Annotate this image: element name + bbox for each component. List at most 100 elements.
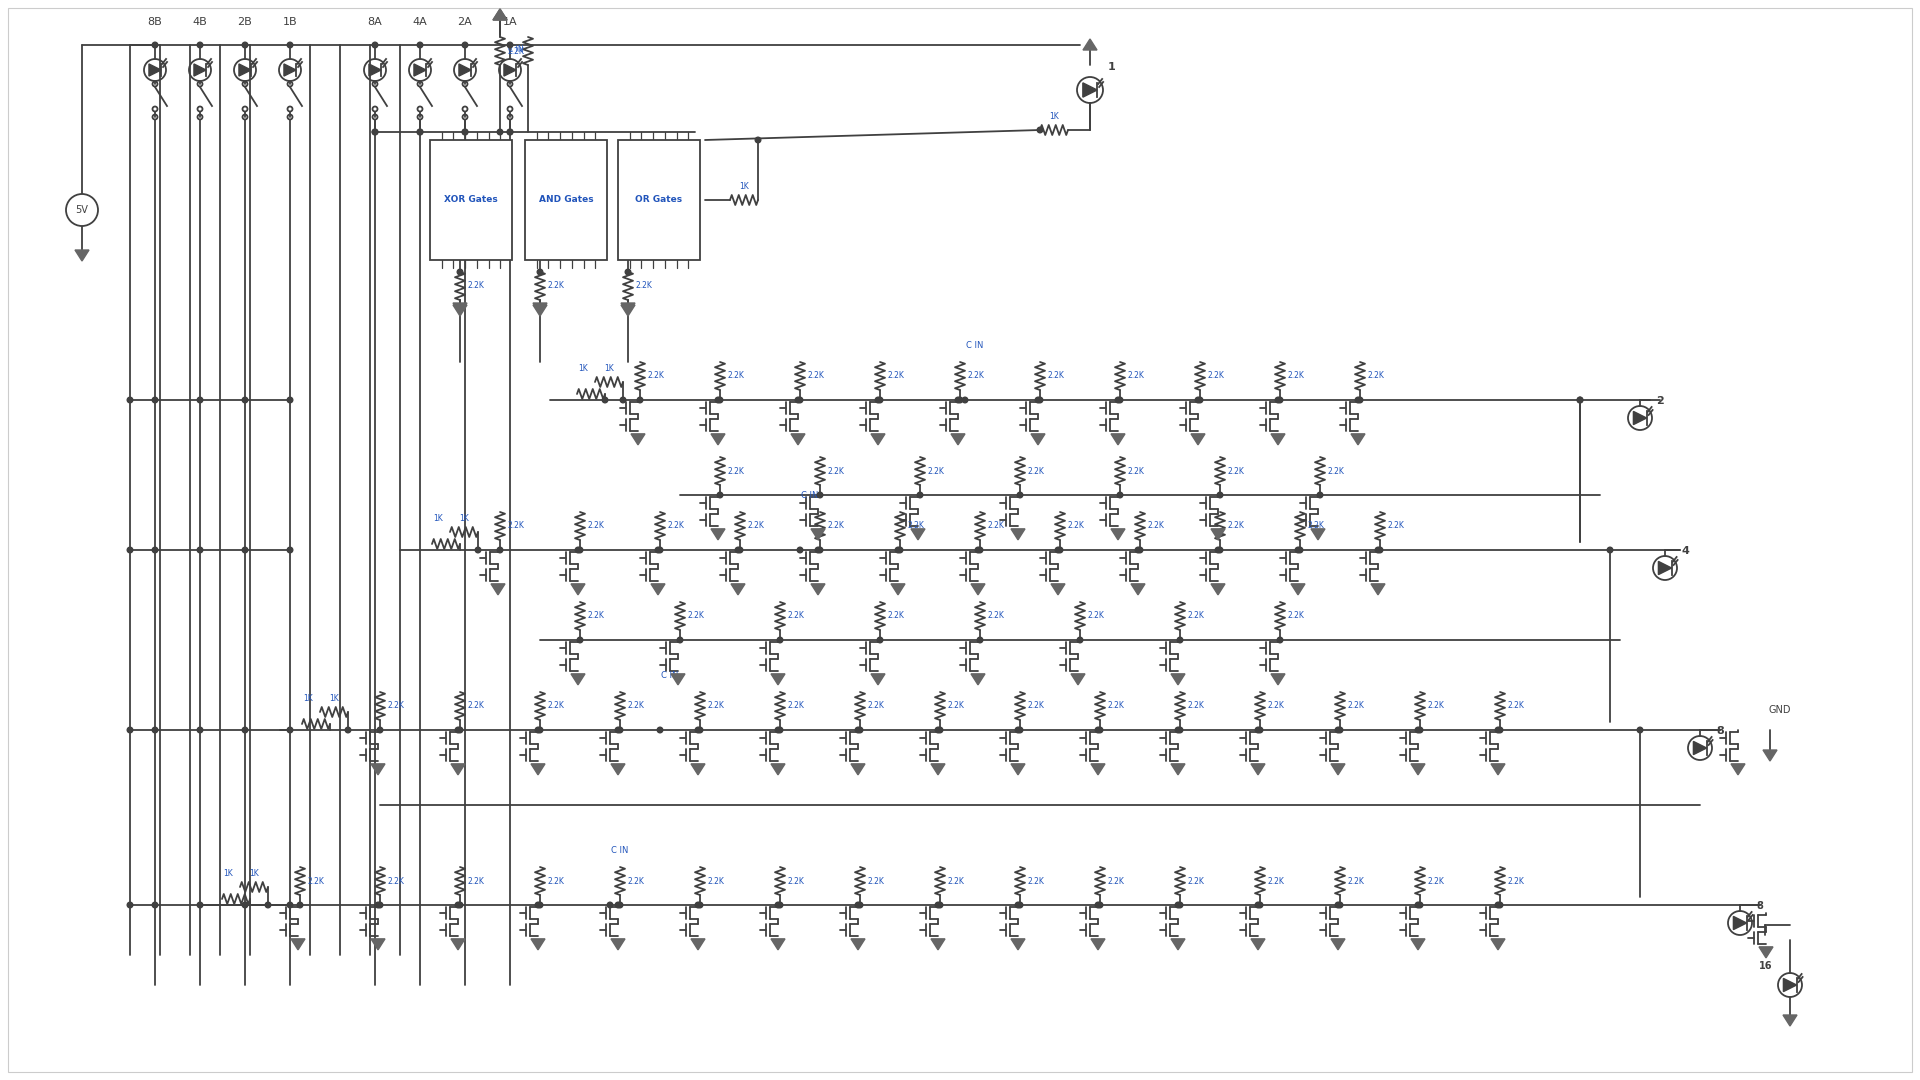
Circle shape [457,727,463,733]
Text: 2.2K: 2.2K [968,372,985,380]
Polygon shape [1131,584,1144,595]
Circle shape [776,727,781,733]
Text: 2.2K: 2.2K [636,282,653,291]
Circle shape [242,902,248,908]
Text: 2: 2 [1655,396,1665,406]
Text: 2.2K: 2.2K [1027,702,1044,711]
Circle shape [1498,902,1503,908]
Circle shape [463,130,468,135]
Circle shape [507,130,513,135]
Circle shape [288,548,292,553]
Circle shape [797,548,803,553]
Circle shape [265,902,271,908]
Circle shape [818,492,824,498]
Polygon shape [150,64,161,76]
Polygon shape [772,939,785,949]
Circle shape [1177,637,1183,643]
Circle shape [616,902,622,908]
Circle shape [1177,902,1183,908]
Polygon shape [194,64,205,76]
Polygon shape [1252,939,1265,949]
Polygon shape [371,764,386,774]
Circle shape [1094,902,1100,908]
Circle shape [616,727,622,733]
Circle shape [476,548,480,553]
Circle shape [1576,397,1582,403]
Text: 2.2K: 2.2K [948,877,966,886]
Circle shape [242,42,248,48]
Polygon shape [453,303,467,314]
Text: C IN: C IN [611,846,628,855]
Polygon shape [1331,764,1346,774]
Circle shape [127,902,132,908]
Polygon shape [453,305,467,316]
Polygon shape [931,764,945,774]
Polygon shape [570,584,586,595]
Polygon shape [620,305,636,316]
Circle shape [1498,727,1503,733]
Circle shape [737,548,743,553]
Circle shape [1256,902,1261,908]
Circle shape [152,902,157,908]
Polygon shape [534,305,547,316]
Text: 2.2K: 2.2K [887,372,904,380]
Polygon shape [710,529,726,540]
Text: 2.2K: 2.2K [1428,702,1446,711]
Circle shape [637,397,643,403]
Polygon shape [1734,917,1747,930]
Text: 2.2K: 2.2K [1267,702,1284,711]
Circle shape [1256,727,1261,733]
Circle shape [1357,397,1363,403]
Text: 2.2K: 2.2K [908,522,925,530]
Text: 16: 16 [1759,961,1772,971]
Polygon shape [611,939,626,949]
Text: 2.2K: 2.2K [547,877,564,886]
Circle shape [288,902,292,908]
Text: 2.2K: 2.2K [1308,522,1325,530]
Polygon shape [1031,434,1044,445]
Text: 2.2K: 2.2K [1188,702,1206,711]
Polygon shape [691,939,705,949]
Text: GND: GND [1768,705,1791,715]
Circle shape [1317,492,1323,498]
Circle shape [695,727,701,733]
Circle shape [288,42,292,48]
Polygon shape [532,939,545,949]
Circle shape [958,397,962,403]
Circle shape [1016,902,1021,908]
Circle shape [1576,397,1582,403]
Polygon shape [651,584,664,595]
Circle shape [463,130,468,135]
Polygon shape [1784,1015,1797,1026]
Circle shape [937,727,943,733]
Circle shape [797,397,803,403]
Bar [430,140,513,260]
Polygon shape [931,939,945,949]
Circle shape [1198,397,1202,403]
Polygon shape [1411,939,1425,949]
Circle shape [578,548,584,553]
Polygon shape [732,584,745,595]
Text: 2.2K: 2.2K [1027,877,1044,886]
Text: 2.2K: 2.2K [668,522,685,530]
Text: 2.2K: 2.2K [1027,467,1044,475]
Text: 1K: 1K [223,869,232,878]
Circle shape [538,269,543,274]
Circle shape [1607,548,1613,553]
Circle shape [962,397,968,403]
Polygon shape [369,64,380,76]
Text: 2.2K: 2.2K [1129,467,1144,475]
Circle shape [856,902,862,908]
Circle shape [376,902,382,908]
Circle shape [877,637,883,643]
Text: 2.2K: 2.2K [989,522,1004,530]
Polygon shape [910,529,925,540]
Circle shape [417,130,422,135]
Circle shape [198,902,204,908]
Text: 2.2K: 2.2K [1129,372,1144,380]
Text: 2.2K: 2.2K [728,467,745,475]
Circle shape [1417,902,1423,908]
Text: OR Gates: OR Gates [636,195,684,204]
Circle shape [1277,637,1283,643]
Polygon shape [851,939,866,949]
